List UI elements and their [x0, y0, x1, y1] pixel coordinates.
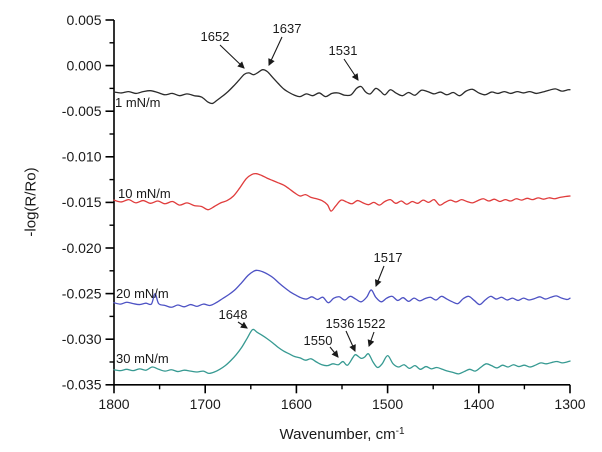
x-tick-label: 1600 — [281, 396, 312, 412]
peak-annotation-1648: 1648 — [219, 307, 248, 322]
peak-arrow-1648 — [237, 321, 248, 329]
series-curve-10-mN-m — [113, 172, 571, 212]
peak-annotation-1652: 1652 — [201, 29, 230, 44]
peak-annotation-1550: 1550 — [304, 333, 333, 348]
peak-annotation-1536: 1536 — [326, 316, 355, 331]
y-tick-label: -0.035 — [62, 377, 102, 393]
peak-annotation-1522: 1522 — [357, 316, 386, 331]
series-label-1-mN-m: 1 mN/m — [115, 95, 161, 110]
peak-arrow-1652 — [219, 44, 245, 69]
series-label-20-mN-m: 20 mN/m — [116, 286, 169, 301]
y-tick-label: -0.005 — [62, 103, 102, 119]
y-tick-label: 0.005 — [66, 12, 101, 28]
y-tick-label: 0.000 — [66, 57, 101, 73]
y-tick-label: -0.015 — [62, 194, 102, 210]
peak-arrow-1531 — [343, 58, 359, 81]
peak-annotation-1517: 1517 — [374, 250, 403, 265]
x-axis-title-text: Wavenumber, cm — [279, 426, 396, 443]
peak-annotation-1637: 1637 — [273, 21, 302, 36]
x-tick-label: 1700 — [190, 396, 221, 412]
y-tick-label: -0.025 — [62, 285, 102, 301]
series-curve-30-mN-m — [113, 328, 571, 375]
peak-arrow-1517 — [374, 265, 385, 287]
series-curve-1-mN-m — [113, 69, 571, 105]
series-curve-20-mN-m — [113, 269, 571, 308]
x-tick-label: 1500 — [372, 396, 403, 412]
peak-arrow-1536 — [345, 330, 356, 352]
peak-arrow-1637 — [268, 36, 283, 66]
y-tick-label: -0.010 — [62, 149, 102, 165]
x-tick-label: 1400 — [463, 396, 494, 412]
x-tick-label: 1300 — [554, 396, 585, 412]
peak-arrow-1522 — [367, 331, 375, 347]
peak-annotation-1531: 1531 — [329, 43, 358, 58]
peak-arrow-1550 — [329, 346, 339, 358]
x-axis-title-superscript: -1 — [395, 426, 405, 437]
y-tick-label: -0.020 — [62, 240, 102, 256]
series-label-10-mN-m: 10 mN/m — [118, 186, 171, 201]
y-axis-title: -log(R/Ro) — [22, 167, 40, 237]
x-axis-title: Wavenumber, cm-1 — [114, 426, 570, 443]
series-label-30-mN-m: 30 mN/m — [116, 351, 169, 366]
y-tick-label: -0.030 — [62, 331, 102, 347]
x-tick-label: 1800 — [98, 396, 129, 412]
